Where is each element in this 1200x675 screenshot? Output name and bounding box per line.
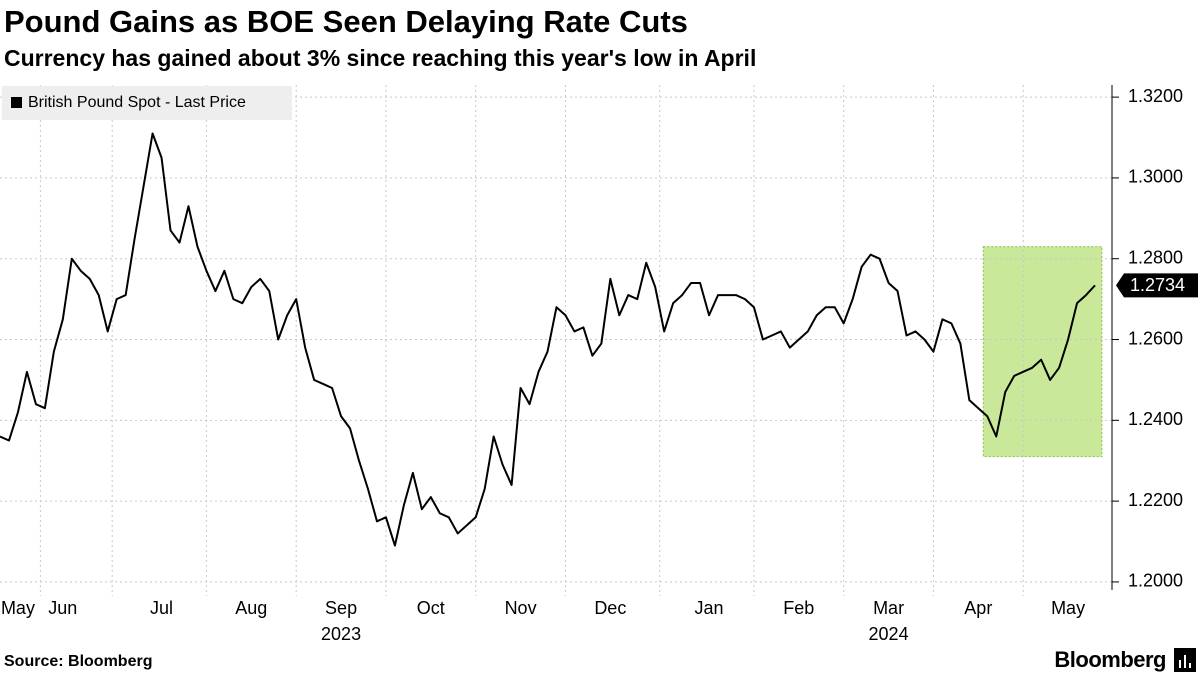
x-tick-label: Mar: [873, 598, 904, 618]
x-tick-label: Jul: [150, 598, 173, 618]
x-tick-label: Oct: [417, 598, 445, 618]
x-tick-label: Sep: [325, 598, 357, 618]
x-group-label: 2023: [321, 624, 361, 644]
source: Source: Bloomberg: [4, 653, 152, 670]
legend: British Pound Spot - Last Price: [2, 86, 292, 120]
x-tick-label: Jun: [48, 598, 77, 618]
y-tick-label: 1.3000: [1128, 167, 1183, 187]
chart-subtitle: Currency has gained about 3% since reach…: [4, 45, 756, 71]
x-tick-label: Jan: [695, 598, 724, 618]
brand-icon: [1174, 648, 1196, 672]
legend-bg: [2, 86, 292, 120]
x-tick-label: May: [1051, 598, 1085, 618]
x-tick-label: Apr: [964, 598, 992, 618]
x-group-label: 2024: [869, 624, 909, 644]
y-tick-label: 1.2800: [1128, 247, 1183, 267]
y-tick-label: 1.2400: [1128, 409, 1183, 429]
y-tick-label: 1.3200: [1128, 86, 1183, 106]
line-series: [0, 132, 1096, 547]
x-tick-label: Aug: [235, 598, 267, 618]
legend-label: British Pound Spot - Last Price: [28, 94, 246, 111]
last-value-box: [1116, 273, 1198, 298]
x-tick-label: Dec: [594, 598, 626, 618]
chart-title: Pound Gains as BOE Seen Delaying Rate Cu…: [4, 4, 688, 39]
highlight-band: [982, 246, 1103, 458]
legend-swatch: [11, 97, 22, 108]
y-tick-label: 1.2600: [1128, 328, 1183, 348]
x-tick-label: Nov: [505, 598, 537, 618]
y-tick-label: 1.2000: [1128, 571, 1183, 591]
last-value-label: 1.2734: [1130, 275, 1185, 295]
x-tick-label: Feb: [783, 598, 814, 618]
brand: Bloomberg: [1054, 647, 1166, 672]
y-tick-label: 1.2200: [1128, 490, 1183, 510]
x-tick-label: May: [1, 598, 35, 618]
